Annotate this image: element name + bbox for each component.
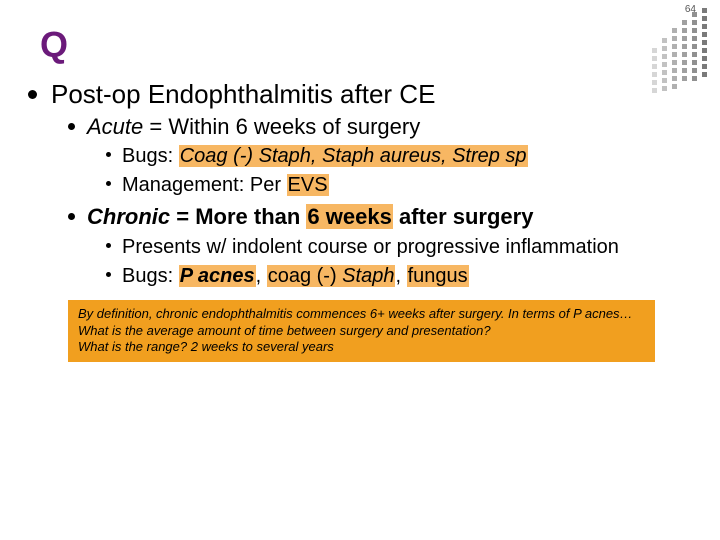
bugs-prefix: Bugs:: [122, 265, 179, 287]
bugs-hl3: fungus: [407, 265, 469, 287]
note-box: By definition, chronic endophthalmitis c…: [68, 300, 655, 363]
acute-row: Acute = Within 6 weeks of surgery: [28, 113, 665, 142]
bugs-sep2: ,: [395, 265, 406, 287]
bullet-icon: [106, 152, 111, 157]
note-line3: What is the range? 2 weeks to several ye…: [78, 339, 645, 356]
bullet-icon: [106, 243, 111, 248]
chronic-hl: 6 weeks: [306, 204, 392, 229]
bugs-hl1: P acnes: [179, 265, 256, 287]
mgmt-highlight: EVS: [287, 174, 329, 196]
mgmt-prefix: Management: Per: [122, 174, 287, 196]
chronic-row: Chronic = More than 6 weeks after surger…: [28, 203, 665, 232]
note-line2: What is the average amount of time betwe…: [78, 323, 645, 340]
bullet-icon: [28, 90, 37, 99]
chronic-presents-row: Presents w/ indolent course or progressi…: [28, 234, 665, 261]
acute-rest: = Within 6 weeks of surgery: [143, 114, 420, 139]
chronic-bugs-text: Bugs: P acnes, coag (-) Staph, fungus: [122, 263, 469, 290]
chronic-mid: = More than: [170, 204, 306, 229]
acute-text: Acute = Within 6 weeks of surgery: [87, 113, 420, 142]
content-area: Post-op Endophthalmitis after CE Acute =…: [28, 78, 665, 362]
slide-title: Q: [40, 24, 68, 66]
acute-italic: Acute: [87, 114, 143, 139]
bugs-hl2: coag (-) Staph: [267, 265, 396, 287]
bullet-icon: [68, 213, 75, 220]
bugs-prefix: Bugs:: [122, 145, 179, 167]
note-line1: By definition, chronic endophthalmitis c…: [78, 306, 645, 323]
headline-row: Post-op Endophthalmitis after CE: [28, 78, 665, 111]
acute-mgmt-row: Management: Per EVS: [28, 172, 665, 199]
chronic-text: Chronic = More than 6 weeks after surger…: [87, 203, 533, 232]
bullet-icon: [106, 181, 111, 186]
headline-text: Post-op Endophthalmitis after CE: [51, 78, 435, 111]
bullet-icon: [106, 272, 111, 277]
bullet-icon: [68, 123, 75, 130]
bugs-sep: ,: [256, 265, 267, 287]
chronic-italic: Chronic: [87, 204, 170, 229]
chronic-bugs-row: Bugs: P acnes, coag (-) Staph, fungus: [28, 263, 665, 290]
acute-bugs-row: Bugs: Coag (-) Staph, Staph aureus, Stre…: [28, 143, 665, 170]
chronic-end: after surgery: [393, 204, 534, 229]
chronic-presents-text: Presents w/ indolent course or progressi…: [122, 234, 619, 261]
acute-mgmt-text: Management: Per EVS: [122, 172, 329, 199]
bugs-highlight: Coag (-) Staph, Staph aureus, Strep sp: [179, 145, 528, 167]
acute-bugs-text: Bugs: Coag (-) Staph, Staph aureus, Stre…: [122, 143, 528, 170]
